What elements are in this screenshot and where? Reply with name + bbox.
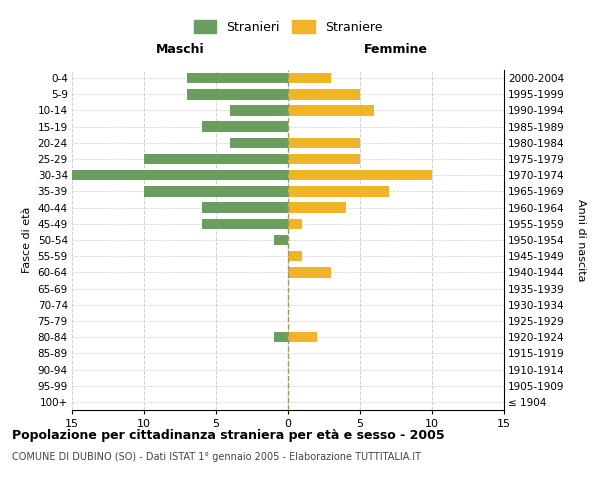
Y-axis label: Fasce di età: Fasce di età: [22, 207, 32, 273]
Bar: [230, 105, 288, 116]
Bar: [274, 332, 288, 342]
Bar: [274, 234, 288, 246]
Bar: [230, 138, 288, 148]
Bar: [288, 154, 360, 164]
Bar: [288, 105, 374, 116]
Bar: [288, 73, 331, 84]
Text: COMUNE DI DUBINO (SO) - Dati ISTAT 1° gennaio 2005 - Elaborazione TUTTITALIA.IT: COMUNE DI DUBINO (SO) - Dati ISTAT 1° ge…: [12, 452, 421, 462]
Bar: [288, 332, 317, 342]
Bar: [288, 138, 360, 148]
Bar: [187, 73, 288, 84]
Y-axis label: Anni di nascita: Anni di nascita: [576, 198, 586, 281]
Bar: [288, 218, 302, 229]
Bar: [288, 186, 389, 196]
Bar: [288, 202, 346, 213]
Text: Popolazione per cittadinanza straniera per età e sesso - 2005: Popolazione per cittadinanza straniera p…: [12, 430, 445, 442]
Bar: [202, 202, 288, 213]
Bar: [288, 251, 302, 262]
Text: Femmine: Femmine: [364, 43, 428, 56]
Legend: Stranieri, Straniere: Stranieri, Straniere: [189, 15, 387, 38]
Bar: [288, 267, 331, 278]
Bar: [288, 89, 360, 100]
Bar: [202, 122, 288, 132]
Bar: [202, 218, 288, 229]
Bar: [144, 186, 288, 196]
Bar: [187, 89, 288, 100]
Bar: [72, 170, 288, 180]
Text: Maschi: Maschi: [155, 43, 205, 56]
Bar: [288, 170, 432, 180]
Bar: [144, 154, 288, 164]
